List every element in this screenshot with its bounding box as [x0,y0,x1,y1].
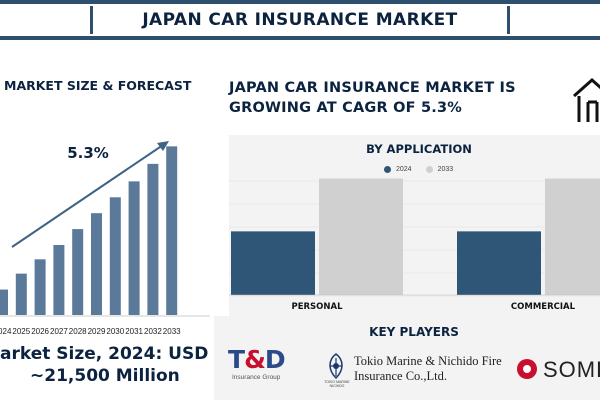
cagr-line2: GROWING AT CAGR OF 5.3% [229,100,462,116]
growth-tick-2029: 2029 [88,327,106,336]
app-bar-personal-2033 [319,178,403,295]
tokio-marine-emblem-icon [329,353,343,380]
td-insurance-logo: T&D Insurance Group [228,346,298,396]
growth-bar-2025 [15,273,27,315]
page-title: JAPAN CAR INSURANCE MARKET [90,6,510,34]
sompo-logo: SOMPO [516,356,600,386]
growth-tick-2030: 2030 [106,327,124,336]
growth-bar-2032 [147,163,159,315]
growth-bar-2030 [109,197,121,315]
app-bar-commercial-2033 [545,178,600,295]
market-size-text: arket Size, 2024: USD ~21,500 Million [0,343,210,387]
legend-dot-2033 [425,166,433,173]
cagr-headline: JAPAN CAR INSURANCE MARKET IS GROWING AT… [229,78,529,118]
td-logo-mark: T&D [228,345,286,374]
growth-tick-2025: 2025 [12,327,30,336]
tokio-marine-logo: TOKIO MARINE NICHIDO Tokio Marine & Nich… [322,350,502,394]
market-size-line2: ~21,500 Million [30,366,180,386]
tokio-name-line1: Tokio Marine & Nichido Fire [354,354,502,368]
tokio-marine-name: Tokio Marine & Nichido Fire Insurance Co… [354,354,502,384]
tokio-emblem-text: TOKIO MARINE NICHIDO [324,380,350,388]
growth-tick-2031: 2031 [125,327,143,336]
growth-annotation: 5.3% [67,144,109,162]
trend-arrow-line [11,144,164,248]
growth-chart: 2024202520262027202820292030203120322033… [0,141,210,336]
house-icon [573,77,600,122]
growth-tick-2027: 2027 [50,327,68,336]
cagr-line1: JAPAN CAR INSURANCE MARKET IS [229,80,516,96]
growth-bar-2031 [128,181,140,315]
application-chart: PERSONAL COMMERCIAL [229,178,600,312]
growth-bar-2033 [166,146,178,315]
key-players-panel: KEY PLAYERS T&D Insurance Group TOKIO MA… [214,316,600,400]
by-application-panel: PERSONAL COMMERCIAL BY APPLICATION 2024 2… [229,135,600,316]
app-category-commercial: COMMERCIAL [511,302,576,312]
growth-tick-2032: 2032 [144,327,162,336]
key-players-title: KEY PLAYERS [369,325,459,339]
title-band: JAPAN CAR INSURANCE MARKET [0,0,600,40]
app-bar-personal-2024 [231,231,315,295]
growth-tick-2026: 2026 [31,327,49,336]
growth-tick-2024: 2024 [0,327,12,336]
application-legend: 2024 2033 [384,166,453,173]
growth-bar-2024 [0,289,8,315]
growth-bar-2026 [34,259,46,315]
legend-item-2024: 2024 [384,166,412,173]
sompo-name: SOMPO [543,357,600,382]
market-size-line1: arket Size, 2024: USD [0,344,209,364]
legend-item-2033: 2033 [425,166,454,173]
application-chart-title: BY APPLICATION [366,142,472,156]
growth-tick-2028: 2028 [69,327,87,336]
legend-label-2024: 2024 [396,166,412,173]
tokio-name-line2: Insurance Co.,Ltd. [354,369,448,383]
growth-bar-2028 [72,229,84,315]
forecast-heading: MARKET SIZE & FORECAST [4,78,192,93]
growth-bar-2029 [91,213,102,315]
trend-arrow-head [157,141,169,151]
growth-bar-2027 [53,245,65,315]
growth-tick-2033: 2033 [163,327,181,336]
legend-label-2033: 2033 [437,166,454,173]
td-logo-subtitle: Insurance Group [232,374,281,381]
legend-dot-2024 [384,166,391,173]
sompo-emblem-icon [517,359,537,379]
app-bar-commercial-2024 [457,231,541,295]
app-category-personal: PERSONAL [291,302,343,312]
